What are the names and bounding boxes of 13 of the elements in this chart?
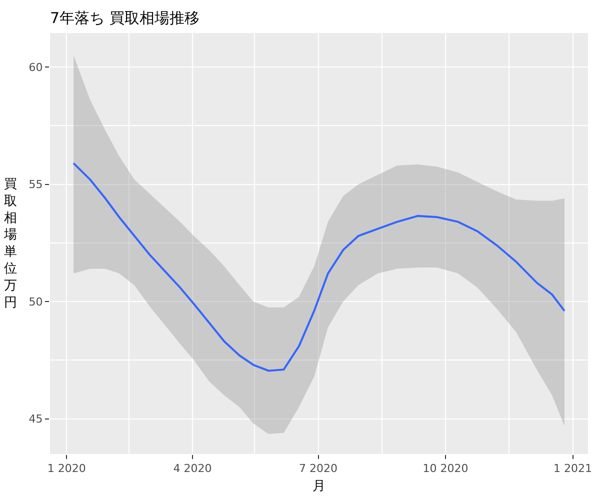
chart-title: 7年落ち 買取相場推移 (50, 9, 200, 27)
x-tick-label: 1 2020 (47, 462, 86, 476)
y-axis-title: 買取相場単位万円 (3, 177, 17, 310)
y-tick-label: 45 (28, 412, 43, 426)
x-tick-label: 1 2021 (554, 462, 592, 476)
line-series (72, 162, 566, 372)
x-tick-label: 4 2020 (173, 462, 212, 476)
x-axis-title: 月 (312, 478, 326, 494)
y-tick-label: 60 (28, 60, 43, 74)
x-tick-label: 10 2020 (422, 462, 468, 476)
y-tick-label: 55 (28, 178, 43, 192)
x-tick-label: 7 2020 (299, 462, 338, 476)
y-tick-label: 50 (28, 295, 43, 308)
